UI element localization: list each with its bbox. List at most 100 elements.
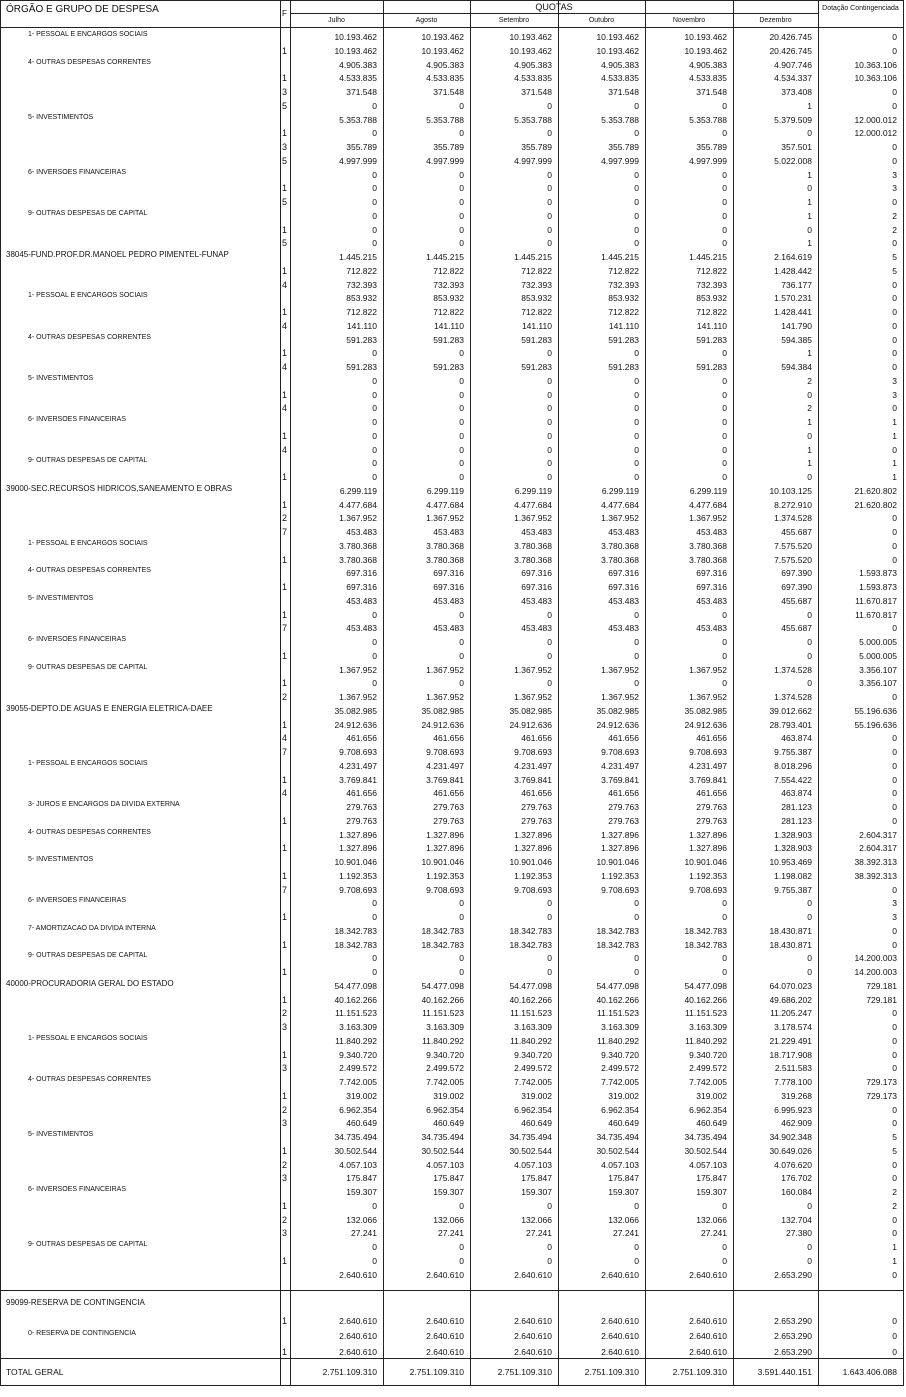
value: 0 [634, 1255, 639, 1266]
value: 463.874 [781, 733, 812, 744]
value: 0 [459, 430, 464, 441]
value: 461.656 [608, 733, 639, 744]
value: 0 [634, 472, 639, 482]
value: 461.656 [433, 733, 464, 744]
value: 0 [892, 692, 897, 702]
value: 3 [892, 375, 897, 386]
value: 455.687 [781, 527, 812, 537]
value: 0 [722, 348, 727, 359]
value: 4.057.103 [426, 1159, 464, 1170]
value: 4.057.103 [514, 1159, 552, 1170]
value: 9.340.720 [514, 1049, 552, 1060]
column-rule [818, 0, 819, 1385]
value: 10.901.046 [334, 857, 377, 867]
value: 3.780.368 [514, 554, 552, 565]
value: 279.763 [433, 802, 464, 812]
value: 0 [807, 224, 812, 235]
value: 1.367.952 [689, 692, 727, 702]
fonte: 4 [282, 788, 288, 799]
value: 0 [634, 953, 639, 964]
fonte: 1 [282, 1200, 288, 1211]
value: 4.231.497 [689, 760, 727, 771]
value: 4.997.999 [426, 155, 464, 166]
column-rule [733, 0, 734, 1385]
value: 3.780.368 [426, 540, 464, 551]
value: 14.200.003 [854, 953, 897, 964]
value: 160.084 [781, 1187, 812, 1197]
value: 279.763 [521, 815, 552, 826]
value: 355.789 [346, 142, 377, 152]
value: 11.151.523 [510, 1008, 552, 1019]
value: 2 [807, 375, 812, 386]
value: 279.763 [346, 815, 377, 826]
value: 2.640.610 [514, 1315, 552, 1326]
value: 40.162.266 [509, 994, 552, 1005]
value: 0 [807, 650, 812, 661]
value: 594.384 [781, 362, 812, 372]
value: 10.901.046 [421, 857, 464, 867]
value: 1 [892, 1255, 897, 1266]
value: 0 [892, 155, 897, 166]
value: 35.082.985 [684, 705, 727, 716]
value: 4.477.684 [426, 499, 464, 510]
value: 697.316 [696, 568, 727, 579]
value: 1.327.896 [689, 829, 727, 840]
value: 0 [722, 609, 727, 620]
row-label: 6- INVERSOES FINANCEIRAS [28, 168, 127, 176]
total-value: 2.751.109.310 [409, 1367, 464, 1377]
value: 6.299.119 [689, 485, 727, 496]
value: 7.742.005 [601, 1077, 639, 1087]
column-rule [383, 0, 384, 1385]
value: 0 [892, 815, 897, 826]
value: 30.649.026 [769, 1145, 812, 1156]
value: 4.997.999 [514, 155, 552, 166]
value: 0 [892, 1315, 897, 1326]
value: 3.163.309 [601, 1022, 639, 1032]
value: 319.002 [608, 1090, 639, 1101]
value: 0 [547, 1200, 552, 1211]
value: 55.196.636 [854, 719, 897, 730]
fonte: 1 [282, 774, 288, 785]
value: 453.483 [521, 623, 552, 634]
value: 11.151.523 [335, 1008, 377, 1019]
value: 0 [634, 637, 639, 647]
value: 9.340.720 [689, 1049, 727, 1060]
value: 319.002 [346, 1090, 377, 1101]
value: 0 [892, 1269, 897, 1280]
value: 0 [459, 1242, 464, 1252]
value: 0 [372, 430, 377, 441]
value: 2.604.317 [859, 843, 897, 854]
value: 9.340.720 [339, 1049, 377, 1060]
row-label: 6- INVERSOES FINANCEIRAS [28, 416, 127, 423]
value: 24.912.636 [596, 719, 639, 730]
value: 2.640.610 [339, 1269, 377, 1280]
header-title: ÓRGÃO E GRUPO DE DESPESA [6, 4, 159, 15]
value: 1.192.353 [601, 870, 639, 881]
month-header: Outubro [588, 17, 615, 24]
value: 10.901.046 [596, 857, 639, 867]
value: 0 [892, 1035, 897, 1046]
value: 0 [547, 637, 552, 647]
month-header: Dezembro [759, 17, 792, 24]
value: 35.082.985 [596, 705, 639, 716]
value: 175.847 [433, 1173, 464, 1184]
value: 371.548 [521, 87, 552, 97]
value: 0 [634, 1200, 639, 1211]
value: 0 [634, 128, 639, 139]
value: 1.192.353 [426, 870, 464, 881]
value: 853.932 [346, 293, 377, 304]
row-label: 1- PESSOAL E ENCARGOS SOCIAIS [28, 1034, 148, 1042]
value: 0 [372, 375, 377, 386]
value: 11.151.523 [597, 1008, 639, 1019]
value: 0 [459, 183, 464, 194]
row-label: 9- OUTRAS DESPESAS DE CAPITAL [28, 663, 148, 671]
value: 18.342.783 [334, 939, 377, 950]
value: 0 [722, 224, 727, 235]
value: 1.192.353 [514, 870, 552, 881]
value: 0 [547, 967, 552, 977]
fonte: 1 [282, 128, 288, 139]
value: 2.640.610 [426, 1315, 464, 1326]
value: 0 [892, 45, 897, 56]
value: 0 [372, 912, 377, 922]
